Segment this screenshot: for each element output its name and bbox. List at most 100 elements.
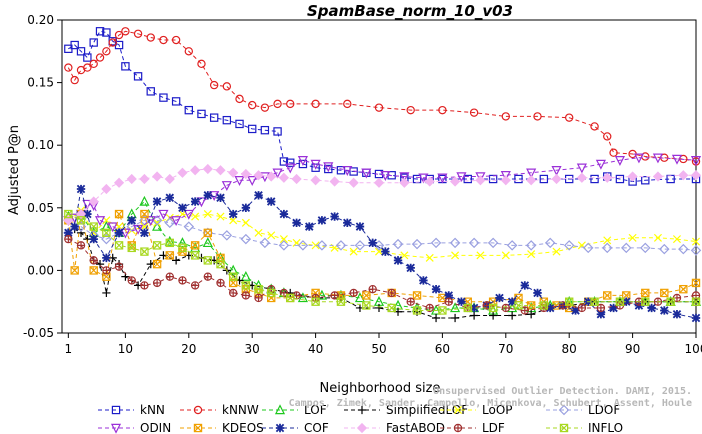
data-point-odin: [221, 181, 232, 191]
data-point-fastabod: [690, 170, 702, 181]
data-point-cof: [469, 303, 479, 313]
legend-item-inflo: INFLO: [546, 421, 623, 434]
data-point-knnw: [533, 112, 542, 121]
data-point-cof: [507, 297, 517, 306]
data-point-inflo: [254, 284, 263, 294]
data-point-lof: [449, 302, 461, 313]
data-point-inflo: [190, 251, 200, 260]
data-point-knnw: [406, 105, 415, 115]
data-point-inflo: [152, 241, 162, 250]
data-point-fastabod: [678, 170, 689, 181]
data-point-inflo: [241, 281, 251, 290]
legend-item-odin: ODIN: [98, 421, 171, 434]
credit-watermark: Unsupervised Outlier Detection. DAMI, 20…: [289, 386, 692, 410]
legend-item-ldf: LDF: [440, 421, 505, 434]
data-point-knn: [159, 93, 168, 102]
data-point-lof: [202, 237, 213, 248]
data-point-knnw: [95, 53, 105, 62]
series-line-ldof: [68, 219, 697, 251]
data-point-odin: [633, 153, 645, 164]
data-point-ldof: [297, 240, 309, 251]
data-point-loop: [603, 236, 612, 245]
x-tick-label: 20: [181, 342, 196, 356]
data-point-knn: [70, 40, 79, 50]
data-point-cof: [114, 228, 124, 238]
data-point-ldof: [678, 243, 689, 255]
data-point-kdeos: [165, 251, 174, 260]
data-point-fastabod: [190, 165, 201, 176]
legend-item-cof: COF: [262, 421, 329, 434]
data-point-lof: [177, 237, 188, 248]
data-point-cof: [254, 191, 263, 200]
data-point-cof: [70, 222, 79, 231]
data-point-inflo: [641, 297, 650, 306]
credit-line-1: Unsupervised Outlier Detection. DAMI, 20…: [433, 386, 692, 397]
data-point-cof: [691, 313, 701, 323]
legend-marker-loop: [453, 405, 463, 415]
data-point-inflo: [127, 243, 136, 253]
y-tick-label: 0.15: [27, 76, 54, 90]
data-point-fastabod: [164, 173, 175, 185]
data-point-kdeos: [140, 209, 149, 219]
data-point-odin: [171, 216, 182, 227]
data-point-cof: [178, 203, 187, 213]
data-point-loop: [691, 237, 701, 246]
x-axis-label: Neighborhood size: [320, 381, 441, 396]
data-point-cof: [343, 218, 352, 228]
chart-title: SpamBase_norm_10_v03: [307, 2, 513, 20]
data-point-ldof: [278, 240, 290, 251]
data-point-knnw: [260, 103, 270, 112]
data-point-fastabod: [373, 177, 385, 188]
data-point-ldf: [127, 276, 136, 285]
data-point-cof: [444, 291, 453, 300]
legend-marker-ldof: [558, 404, 570, 416]
data-point-cof: [292, 218, 301, 228]
data-point-lof: [316, 289, 328, 300]
data-point-kdeos: [679, 284, 688, 294]
data-point-inflo: [488, 303, 498, 313]
x-tick-label: 80: [562, 342, 577, 356]
data-point-ldof: [601, 242, 613, 254]
data-point-cof: [330, 212, 339, 221]
data-point-knn: [146, 87, 155, 96]
series-knnw: [64, 27, 701, 166]
data-point-knn: [539, 174, 549, 184]
data-point-odin: [132, 224, 144, 235]
data-point-odin: [183, 209, 194, 220]
data-point-cof: [545, 303, 555, 313]
data-point-loop: [451, 251, 460, 260]
data-point-ldof: [392, 238, 404, 250]
legend-label: INFLO: [588, 421, 623, 434]
data-point-cof: [89, 234, 98, 244]
data-point-inflo: [216, 259, 225, 269]
data-point-ldf: [330, 291, 339, 300]
data-point-fastabod: [551, 173, 562, 185]
data-point-loop: [229, 216, 238, 225]
data-point-fastabod: [399, 177, 410, 188]
data-point-cof: [140, 228, 149, 238]
data-point-ldf: [368, 284, 377, 294]
credit-line-2: Campos, Zimek, Sander, Campello, Micenko…: [288, 398, 692, 409]
data-point-knn: [235, 119, 244, 129]
data-point-odin: [399, 172, 410, 183]
series-line-inflo: [68, 213, 696, 311]
x-tick-label: 30: [245, 342, 260, 356]
data-point-odin: [234, 176, 245, 186]
data-point-cof: [279, 209, 289, 219]
data-point-cof: [596, 309, 606, 319]
data-point-ldof: [525, 240, 537, 251]
data-point-odin: [247, 176, 258, 186]
data-point-knnw: [83, 63, 92, 72]
data-point-kdeos: [190, 241, 200, 250]
data-point-ldf: [64, 234, 73, 244]
data-point-kdeos: [660, 288, 669, 298]
data-point-odin: [500, 171, 511, 181]
data-point-ldof: [221, 230, 233, 241]
data-point-ldf: [387, 288, 396, 298]
data-point-knn: [95, 27, 105, 36]
data-point-cof: [152, 197, 162, 206]
data-point-ldof: [640, 242, 651, 254]
data-point-fastabod: [202, 163, 213, 175]
data-point-fastabod: [75, 208, 87, 220]
data-point-fastabod: [266, 171, 277, 182]
